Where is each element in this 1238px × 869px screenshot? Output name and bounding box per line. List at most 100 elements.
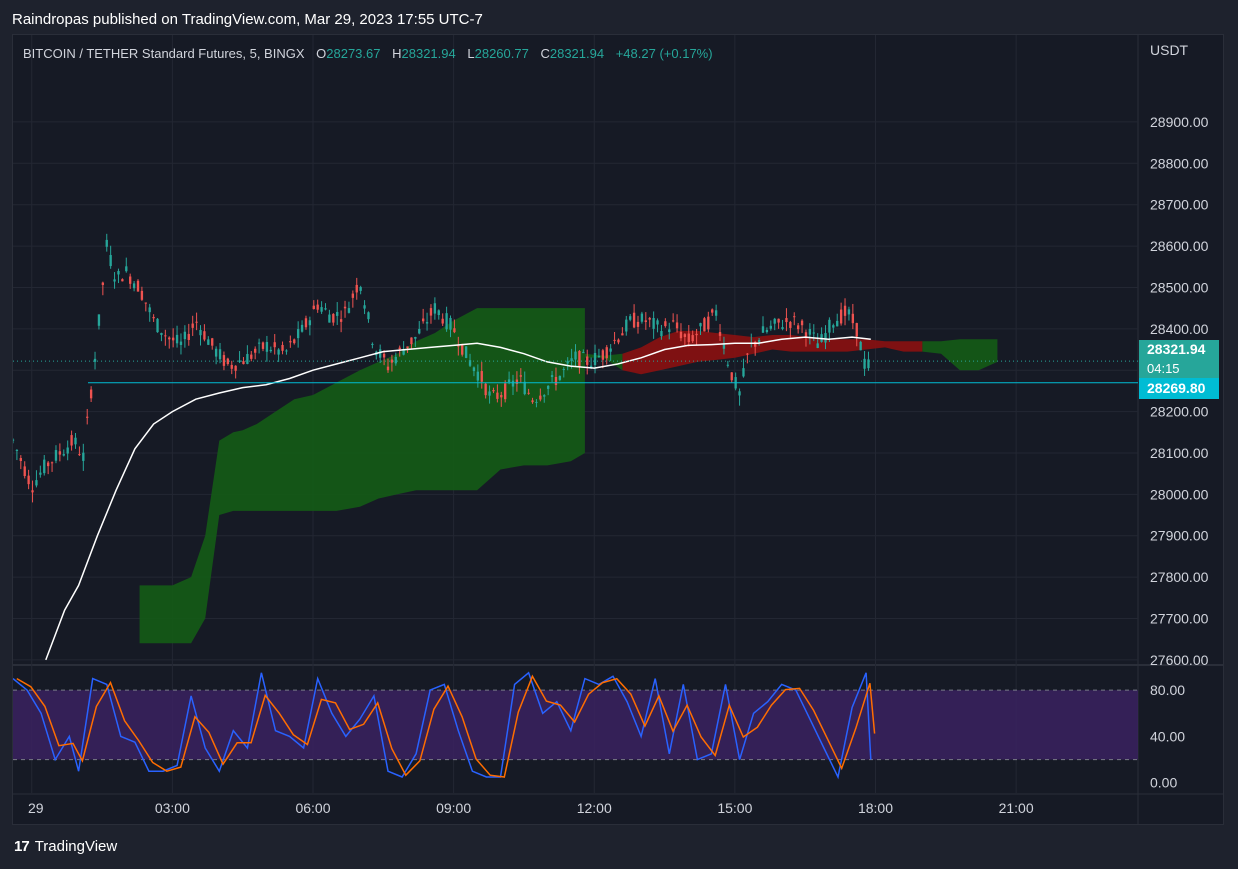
candle-body — [648, 317, 651, 320]
candle-body — [429, 308, 433, 316]
candle-body — [222, 355, 226, 366]
x-tick-label: 03:00 — [155, 800, 190, 816]
candle-body — [265, 342, 269, 352]
footer-brand[interactable]: 17 TradingView — [14, 838, 117, 855]
candle-body — [328, 314, 331, 323]
candle-body — [566, 360, 569, 364]
candle-body — [586, 356, 589, 365]
candle-body — [773, 318, 776, 324]
candle-body — [664, 321, 667, 327]
candle-body — [558, 376, 562, 380]
candle-body — [488, 391, 491, 396]
candle-body — [414, 336, 417, 339]
y-tick-label: 27700.00 — [1150, 610, 1209, 626]
candle-body — [867, 359, 870, 369]
candle-body — [226, 358, 230, 365]
candle-body — [304, 318, 308, 328]
brand-name: TradingView — [34, 838, 118, 855]
candle-body — [35, 480, 38, 486]
candle-body — [754, 341, 757, 347]
candle-body — [31, 490, 34, 493]
candle-body — [187, 333, 190, 340]
candle-body — [562, 369, 565, 371]
candle-body — [671, 320, 675, 322]
candle-body — [230, 364, 233, 369]
candle-body — [707, 316, 710, 330]
candle-body — [117, 270, 120, 275]
candle-body — [296, 329, 300, 339]
candle-body — [105, 239, 108, 247]
high-label: H — [392, 46, 402, 61]
ichimoku-cloud-green-2 — [584, 353, 623, 371]
x-tick-label: 09:00 — [436, 800, 471, 816]
candle-body — [636, 321, 640, 327]
candle-body — [425, 322, 429, 324]
candle-body — [660, 330, 663, 337]
candle-body — [757, 340, 761, 343]
candle-body — [625, 319, 628, 332]
candle-body — [379, 349, 382, 358]
candle-body — [269, 349, 272, 352]
open-value: 28273.67 — [326, 46, 381, 61]
candle-body — [836, 320, 839, 327]
candle-body — [433, 303, 437, 314]
candle-body — [343, 306, 347, 309]
candle-body — [351, 293, 355, 298]
stoch-k-line — [13, 671, 872, 780]
candle-body — [15, 449, 19, 451]
candle-body — [605, 347, 608, 359]
candle-body — [437, 310, 440, 316]
candle-body — [777, 318, 780, 323]
candle-body — [293, 339, 296, 344]
candle-body — [500, 395, 503, 398]
candle-body — [23, 466, 26, 477]
last-price-value: 28321.94 — [1147, 341, 1206, 357]
candle-body — [148, 307, 151, 313]
candle-body — [543, 395, 546, 397]
x-tick-label: 12:00 — [577, 800, 612, 816]
open-label: O — [316, 46, 327, 61]
candle-body — [703, 318, 706, 332]
candle-body — [300, 324, 304, 332]
candle-body — [535, 401, 538, 403]
candle-body — [93, 358, 97, 362]
y-tick-label: 28500.00 — [1150, 279, 1209, 295]
candle-body — [781, 327, 784, 330]
candle-body — [730, 372, 733, 381]
close-label: C — [540, 46, 550, 61]
x-tick-label: 29 — [28, 800, 44, 816]
candle-body — [27, 475, 30, 485]
candle-body — [421, 318, 425, 322]
candle-body — [722, 343, 726, 349]
candle-body — [371, 343, 374, 345]
ichimoku-cloud-green — [139, 308, 585, 644]
candle-body — [843, 305, 847, 316]
candle-body — [476, 371, 480, 381]
candle-body — [593, 353, 597, 366]
candle-body — [531, 400, 534, 403]
moving-average-line — [45, 336, 871, 661]
candle-body — [449, 317, 452, 330]
publish-header: Raindropas published on TradingView.com,… — [12, 11, 483, 28]
candle-body — [711, 309, 714, 313]
candle-body — [140, 290, 144, 300]
y-tick-label: 28600.00 — [1150, 238, 1209, 254]
y-tick-label: 27600.00 — [1150, 652, 1209, 668]
candle-body — [257, 342, 261, 344]
candle-body — [152, 316, 155, 319]
candle-body — [156, 318, 159, 333]
candle-body — [218, 349, 222, 360]
y-tick-label: 28000.00 — [1150, 486, 1209, 502]
candle-body — [816, 343, 819, 348]
candle-body — [347, 308, 351, 313]
candle-body — [144, 302, 147, 304]
candle-body — [70, 435, 73, 446]
close-value: 28321.94 — [549, 46, 605, 61]
symbol-legend[interactable]: BITCOIN / TETHER Standard Futures, 5, BI… — [23, 46, 713, 61]
candle-body — [203, 331, 206, 340]
osc-y-tick-label: 80.00 — [1150, 682, 1185, 698]
candle-body — [539, 395, 542, 400]
candle-body — [613, 339, 616, 341]
candle-body — [812, 332, 815, 334]
